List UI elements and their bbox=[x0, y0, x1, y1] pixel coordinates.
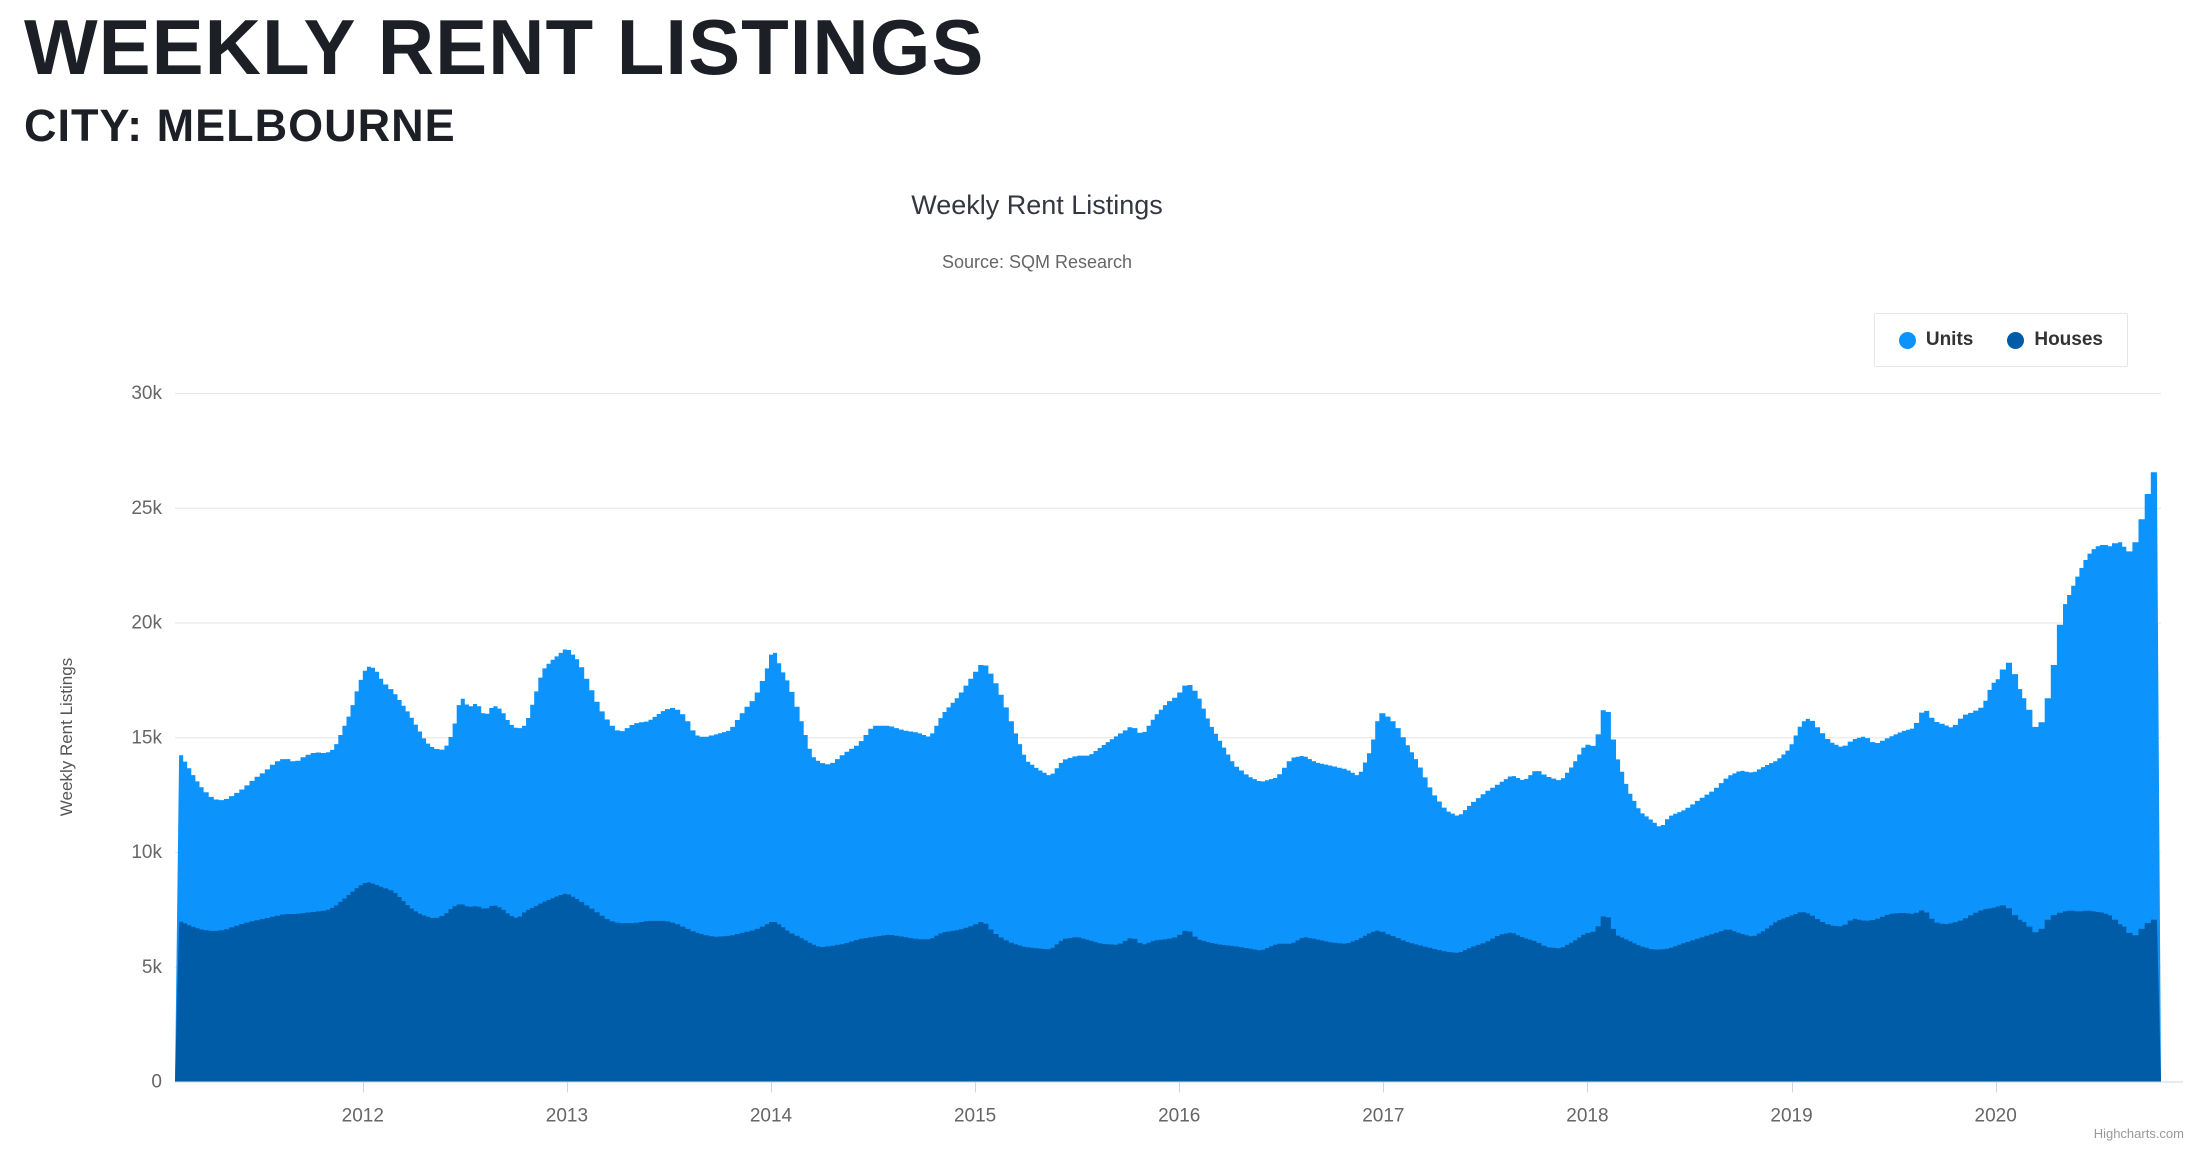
legend-marker-icon bbox=[2007, 331, 2025, 349]
x-axis-label: 2013 bbox=[546, 1106, 588, 1127]
y-axis-label: 10k bbox=[131, 842, 162, 863]
chart-subtitle: Source: SQM Research bbox=[941, 252, 1133, 272]
chart-legend: Units Houses bbox=[1873, 313, 2128, 367]
x-axis-label: 2019 bbox=[1770, 1106, 1812, 1127]
legend-item-houses[interactable]: Houses bbox=[2007, 329, 2103, 351]
y-axis-label: 25k bbox=[131, 498, 162, 519]
legend-label: Units bbox=[1925, 329, 1974, 350]
chart-title: Weekly Rent Listings bbox=[911, 190, 1163, 220]
y-axis-label: 0 bbox=[151, 1072, 162, 1093]
legend-item-units[interactable]: Units bbox=[1898, 329, 1974, 351]
series-area-houses[interactable] bbox=[175, 882, 2161, 1082]
x-axis-label: 2018 bbox=[1566, 1106, 1608, 1127]
y-axis-label: 30k bbox=[131, 383, 162, 404]
y-axis-label: 15k bbox=[131, 727, 162, 748]
y-axis-label: 20k bbox=[131, 613, 162, 634]
x-axis-label: 2012 bbox=[342, 1106, 384, 1127]
page-title: WEEKLY RENT LISTINGS bbox=[24, 3, 985, 91]
x-axis-label: 2020 bbox=[1975, 1106, 2017, 1127]
y-axis-title: Weekly Rent Listings bbox=[57, 658, 76, 816]
x-axis-label: 2016 bbox=[1158, 1106, 1200, 1127]
legend-label: Houses bbox=[2034, 329, 2103, 350]
highcharts-credit[interactable]: Highcharts.com bbox=[2093, 1126, 2184, 1141]
x-axis-label: 2014 bbox=[750, 1106, 793, 1127]
x-axis-label: 2015 bbox=[954, 1106, 996, 1127]
page-subtitle: CITY: MELBOURNE bbox=[24, 100, 456, 151]
y-axis-label: 5k bbox=[142, 957, 163, 978]
x-axis-label: 2017 bbox=[1362, 1106, 1404, 1127]
legend-marker-icon bbox=[1898, 331, 1916, 349]
